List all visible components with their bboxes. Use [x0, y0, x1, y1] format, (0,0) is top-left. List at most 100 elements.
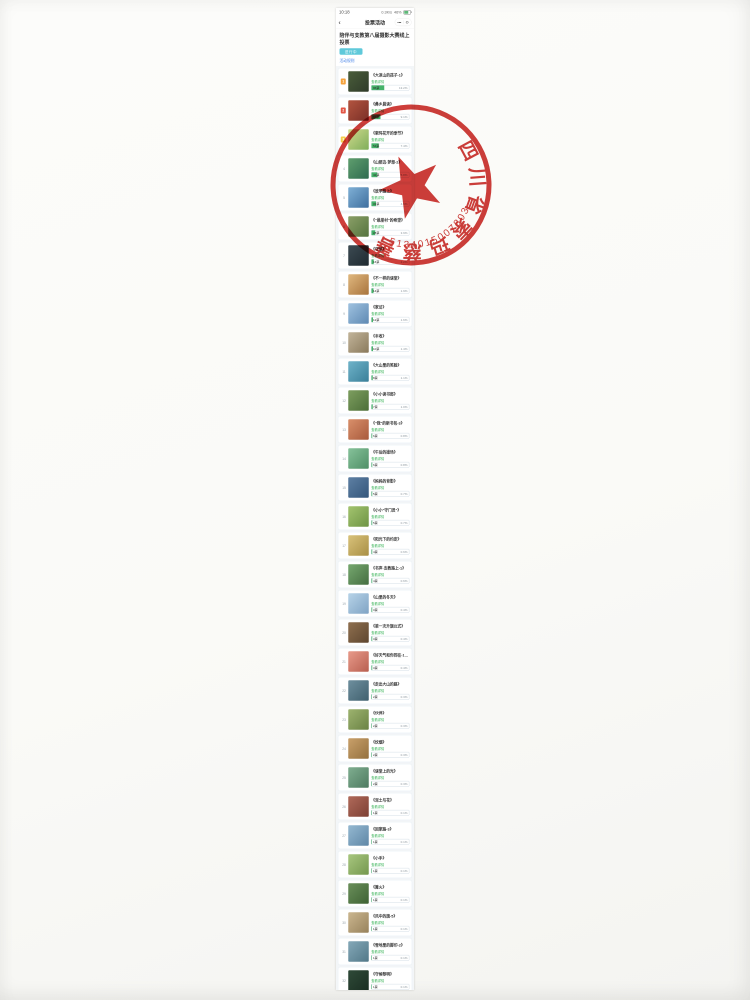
list-item[interactable]: 31 《雪地里的脚印-2》 查看详情 1票 0.1% [338, 938, 412, 965]
detail-link[interactable]: 查看详情 [371, 514, 385, 519]
detail-link[interactable]: 查看详情 [371, 108, 385, 113]
list-item[interactable]: 10 《丰收》 查看详情 10票 1.4% [338, 329, 412, 356]
entry-title: 《丰收》 [371, 334, 387, 339]
rank-badge: 22 [342, 688, 346, 693]
detail-link[interactable]: 查看详情 [371, 601, 385, 606]
list-item[interactable]: 27 《回家路-3》 查看详情 1票 0.1% [338, 822, 412, 849]
detail-link[interactable]: 查看详情 [371, 833, 385, 838]
list-item[interactable]: 30 《风中的旗-5》 查看详情 1票 0.1% [338, 909, 412, 936]
detail-link[interactable]: 查看详情 [371, 746, 385, 751]
list-item[interactable]: 2 《彝乡晨读》 查看详情 66票 9.1% [338, 97, 412, 124]
detail-link[interactable]: 查看详情 [371, 920, 385, 925]
vote-percent: 0.3% [400, 753, 408, 757]
list-item[interactable]: 18 《书声·支教路上-1》 查看详情 4票 0.6% [338, 561, 412, 588]
entry-thumbnail [348, 622, 369, 643]
entry-thumbnail [348, 767, 369, 788]
vote-percent: 3.9% [400, 231, 408, 235]
detail-link[interactable]: 查看详情 [371, 659, 385, 664]
detail-link[interactable]: 查看详情 [371, 398, 385, 403]
rank-badge: 19 [342, 601, 346, 606]
detail-link[interactable]: 查看详情 [371, 804, 385, 809]
list-item[interactable]: 22 《走出大山的路》 查看详情 2票 0.3% [338, 677, 412, 704]
list-item[interactable]: 17 《阳光下的约定》 查看详情 4票 0.6% [338, 532, 412, 559]
list-item[interactable]: 25 《课堂上的光》 查看详情 2票 0.3% [338, 764, 412, 791]
list-item[interactable]: 12 《小小读书郎》 查看详情 7票 1.0% [338, 387, 412, 414]
back-icon[interactable]: ‹ [338, 18, 341, 27]
detail-link[interactable]: 查看详情 [371, 224, 385, 229]
detail-link[interactable]: 查看详情 [371, 485, 385, 490]
detail-link[interactable]: 查看详情 [371, 282, 385, 287]
detail-link[interactable]: 查看详情 [371, 195, 385, 200]
detail-link[interactable]: 查看详情 [371, 949, 385, 954]
detail-link[interactable]: 查看详情 [371, 137, 385, 142]
list-item[interactable]: 26 《泥土与花》 查看详情 1票 0.1% [338, 793, 412, 820]
list-item[interactable]: 16 《小小"守门员"》 查看详情 5票 0.7% [338, 503, 412, 530]
detail-link[interactable]: 查看详情 [371, 369, 385, 374]
detail-link[interactable]: 查看详情 [371, 891, 385, 896]
list-item[interactable]: 1 《大凉山的孩子-1》 查看详情 96票 13.2% [338, 68, 412, 95]
vote-fill [371, 317, 373, 323]
entry-title: 《第一次升旗仪式》 [371, 624, 406, 629]
list-item[interactable]: 11 《大山里的笑脸》 查看详情 8票 1.1% [338, 358, 412, 385]
exit-icon[interactable]: ⊙ [405, 20, 409, 25]
entry-thumbnail [348, 941, 369, 962]
list-item[interactable]: 28 《小手》 查看详情 1票 0.1% [338, 851, 412, 878]
list-item[interactable]: 29 《篝火》 查看详情 1票 0.1% [338, 880, 412, 907]
vote-progress-bar: 1票 0.1% [371, 868, 410, 874]
list-item[interactable]: 15 《妈妈的背影》 查看详情 5票 0.7% [338, 474, 412, 501]
rules-link[interactable]: 活动规则 [339, 58, 355, 63]
net-speed: 0.3K/s [381, 10, 392, 15]
activity-header: 陪伴与支教第八届摄影大赛线上投票 进行中 活动规则 [336, 28, 414, 66]
list-item[interactable]: 8 《不一样的课堂》 查看详情 14票 1.9% [338, 271, 412, 298]
detail-link[interactable]: 查看详情 [371, 630, 385, 635]
vote-fill [371, 433, 373, 439]
detail-link[interactable]: 查看详情 [371, 340, 385, 345]
vote-count: 1票 [373, 840, 378, 844]
vote-count: 1票 [373, 811, 378, 815]
detail-link[interactable]: 查看详情 [371, 166, 385, 171]
detail-link[interactable]: 查看详情 [371, 427, 385, 432]
stamp-ring [330, 104, 492, 266]
detail-link[interactable]: 查看详情 [371, 775, 385, 780]
vote-count: 7票 [373, 405, 378, 409]
list-item[interactable]: 24 《炊烟》 查看详情 2票 0.3% [338, 735, 412, 762]
list-item[interactable]: 21 《好天气和你同在-10》 查看详情 3票 0.4% [338, 648, 412, 675]
list-item[interactable]: 13 《"我"的新书包-3》 查看详情 6票 0.8% [338, 416, 412, 443]
entry-title: 《大山里的笑脸》 [371, 363, 402, 368]
detail-link[interactable]: 查看详情 [371, 862, 385, 867]
miniprogram-capsule[interactable]: ••• ⊙ [394, 18, 412, 26]
detail-link[interactable]: 查看详情 [371, 572, 385, 577]
detail-link[interactable]: 查看详情 [371, 717, 385, 722]
detail-link[interactable]: 查看详情 [371, 311, 385, 316]
rank-badge: 5 [343, 195, 345, 200]
rank-badge: 32 [342, 978, 346, 983]
list-item[interactable]: 23 《伙伴》 查看详情 2票 0.3% [338, 706, 412, 733]
entry-thumbnail [348, 593, 369, 614]
more-icon[interactable]: ••• [397, 20, 402, 25]
list-item[interactable]: 19 《山里的冬天》 查看详情 3票 0.4% [338, 590, 412, 617]
detail-link[interactable]: 查看详情 [371, 79, 385, 84]
entry-thumbnail [348, 390, 369, 411]
list-item[interactable]: 5 《放学路上》 查看详情 33票 4.6% [338, 184, 412, 211]
detail-link[interactable]: 查看详情 [371, 688, 385, 693]
rank-badge: 18 [342, 572, 346, 577]
detail-link[interactable]: 查看详情 [371, 456, 385, 461]
rank-badge: 17 [342, 543, 346, 548]
detail-link[interactable]: 查看详情 [371, 543, 385, 548]
vote-progress-bar: 6票 0.8% [371, 433, 410, 439]
detail-link[interactable]: 查看详情 [371, 978, 385, 983]
rank-badge: 26 [342, 804, 346, 809]
list-item[interactable]: 20 《第一次升旗仪式》 查看详情 3票 0.4% [338, 619, 412, 646]
vote-percent: 0.1% [400, 869, 408, 873]
vote-fill [371, 143, 379, 149]
status-bar: 10:18 0.3K/s 46% [336, 8, 414, 17]
rank-badge: 8 [343, 282, 345, 287]
list-item[interactable]: 32 《守候黎明》 查看详情 1票 0.1% [338, 967, 412, 990]
entry-thumbnail [348, 680, 369, 701]
list-item[interactable]: 9 《家访》 查看详情 12票 1.6% [338, 300, 412, 327]
list-item[interactable]: 14 《午后的操场》 查看详情 6票 0.8% [338, 445, 412, 472]
entry-thumbnail [348, 332, 369, 353]
entry-thumbnail [348, 419, 369, 440]
entry-title: 《阳光下的约定》 [371, 537, 402, 542]
